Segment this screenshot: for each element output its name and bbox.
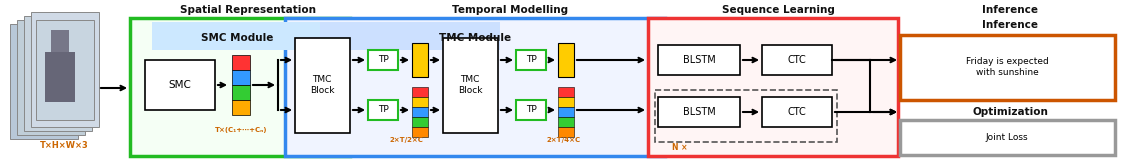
Text: TP: TP	[525, 55, 536, 65]
Bar	[762, 97, 833, 127]
Text: CTC: CTC	[788, 55, 807, 65]
Bar	[145, 60, 215, 110]
Text: Inference: Inference	[982, 20, 1038, 30]
Text: TP: TP	[378, 106, 388, 115]
Bar	[657, 45, 741, 75]
Text: N ×: N ×	[672, 143, 688, 153]
Bar	[762, 45, 833, 75]
Bar	[558, 117, 574, 127]
Bar	[320, 22, 500, 50]
Bar	[900, 120, 1115, 155]
Bar	[295, 38, 350, 133]
Text: Joint Loss: Joint Loss	[986, 132, 1028, 141]
Text: T×(C₁+⋯+Cₙ): T×(C₁+⋯+Cₙ)	[214, 127, 267, 133]
Bar	[232, 100, 250, 115]
Bar	[412, 127, 427, 137]
Text: Sequence Learning: Sequence Learning	[721, 5, 835, 15]
Text: Temporal Modelling: Temporal Modelling	[452, 5, 568, 15]
Bar	[412, 97, 427, 107]
Bar	[151, 22, 322, 50]
Bar	[516, 50, 546, 70]
Text: 2×T/2×C: 2×T/2×C	[389, 137, 423, 143]
Text: Friday is expected
with sunshine: Friday is expected with sunshine	[966, 57, 1048, 77]
Bar	[285, 18, 665, 156]
Bar	[368, 100, 398, 120]
Bar	[232, 70, 250, 85]
Bar	[900, 35, 1115, 100]
Text: TMC Module: TMC Module	[439, 33, 511, 43]
Bar	[655, 90, 837, 142]
Bar	[558, 97, 574, 107]
Text: TP: TP	[525, 106, 536, 115]
Text: 2×T/4×C: 2×T/4×C	[546, 137, 581, 143]
Bar	[558, 43, 574, 77]
Bar	[412, 117, 427, 127]
Text: Optimization: Optimization	[972, 107, 1048, 117]
Text: CTC: CTC	[788, 107, 807, 117]
Bar	[50, 30, 68, 52]
Bar	[412, 43, 427, 77]
Text: T×H×W×3: T×H×W×3	[39, 140, 89, 150]
Bar	[232, 55, 250, 70]
Text: TMC
Block: TMC Block	[310, 75, 334, 95]
Bar	[649, 18, 898, 156]
Bar	[558, 107, 574, 117]
Bar	[558, 127, 574, 137]
Bar	[10, 24, 79, 139]
Bar	[412, 107, 427, 117]
Bar	[657, 97, 741, 127]
Text: SMC Module: SMC Module	[201, 33, 273, 43]
Text: BLSTM: BLSTM	[682, 107, 716, 117]
Text: TMC
Block: TMC Block	[458, 75, 482, 95]
Bar	[36, 20, 94, 120]
Bar	[443, 38, 498, 133]
Text: BLSTM: BLSTM	[682, 55, 716, 65]
Bar	[24, 16, 92, 131]
Bar	[45, 52, 75, 102]
Text: TP: TP	[378, 55, 388, 65]
Bar	[412, 87, 427, 97]
Text: Inference: Inference	[982, 5, 1038, 15]
Bar	[232, 85, 250, 100]
Bar	[17, 20, 85, 135]
Bar	[368, 50, 398, 70]
Bar	[516, 100, 546, 120]
Bar	[130, 18, 350, 156]
Bar	[558, 87, 574, 97]
Text: SMC: SMC	[168, 80, 192, 90]
Text: Spatial Representation: Spatial Representation	[180, 5, 316, 15]
Bar	[31, 12, 99, 127]
